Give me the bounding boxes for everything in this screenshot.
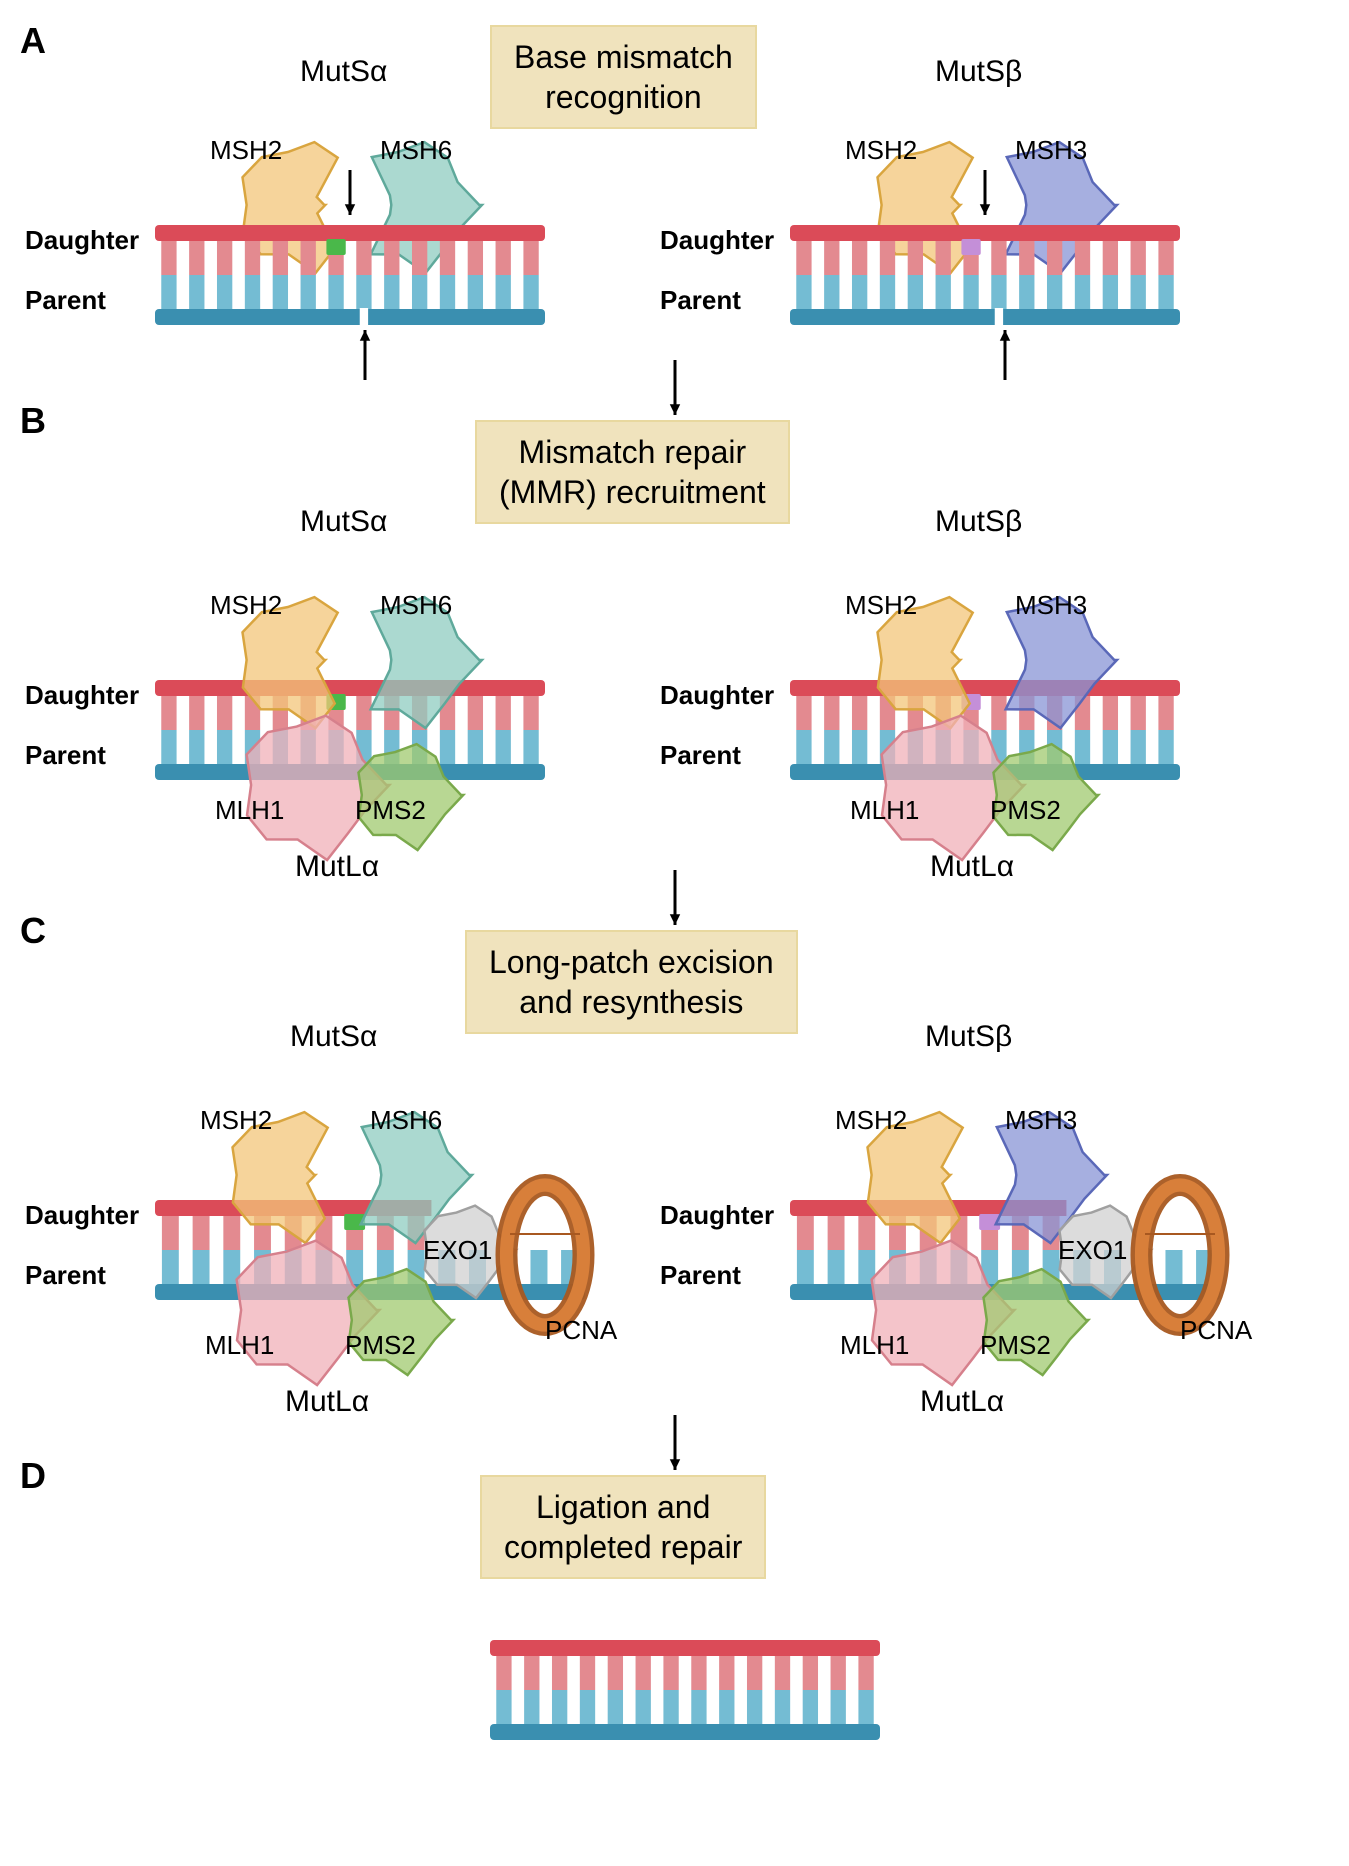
msh6-label-a: MSH6 [380, 135, 452, 166]
parent-a1: Parent [25, 285, 106, 316]
muts-partner-label-c: MSH6 [370, 1105, 442, 1136]
stage-b-title-line0: Mismatch repair [499, 432, 766, 472]
pms2-label-c: PMS2 [980, 1330, 1051, 1361]
muts-label-c: MutSβ [925, 1020, 1012, 1054]
msh2-label-a2: MSH2 [845, 135, 917, 166]
mutsa-label-b: MutSα [300, 505, 387, 539]
panel-label-a: A [20, 20, 46, 62]
msh2-label-b2: MSH2 [845, 590, 917, 621]
panel-label-b: B [20, 400, 46, 442]
mlh1-label-c: MLH1 [205, 1330, 274, 1361]
stage-c-title-line0: Long-patch excision [489, 942, 774, 982]
muts-partner-label-c: MSH3 [1005, 1105, 1077, 1136]
msh2-label-b1: MSH2 [210, 590, 282, 621]
stage-b-title-line1: (MMR) recruitment [499, 472, 766, 512]
mutsb-label-a: MutSβ [935, 55, 1022, 89]
stage-d-title-line0: Ligation and [504, 1487, 742, 1527]
mutsb-label-b: MutSβ [935, 505, 1022, 539]
pms2-label-c: PMS2 [345, 1330, 416, 1361]
stage-d-title-line1: completed repair [504, 1527, 742, 1567]
msh3-label-b: MSH3 [1015, 590, 1087, 621]
parent-b1: Parent [25, 740, 106, 771]
pcna-label-c: PCNA [1180, 1315, 1252, 1346]
stage-a-title-line0: Base mismatch [514, 37, 733, 77]
panel-label-d: D [20, 1455, 46, 1497]
stage-d-title: Ligation andcompleted repair [480, 1475, 766, 1579]
arrow-mismatch-a2 [975, 160, 995, 225]
pcna-label-c: PCNA [545, 1315, 617, 1346]
daughter-c: Daughter [660, 1200, 774, 1231]
mlh1-label-c: MLH1 [840, 1330, 909, 1361]
parent-b2: Parent [660, 740, 741, 771]
msh3-label-a: MSH3 [1015, 135, 1087, 166]
muts-label-c: MutSα [290, 1020, 377, 1054]
daughter-a1: Daughter [25, 225, 139, 256]
mutla-label-b2: MutLα [930, 850, 1014, 884]
daughter-a2: Daughter [660, 225, 774, 256]
arrow-nick-a2 [995, 320, 1015, 390]
arrow-c-to-d [665, 1405, 685, 1480]
daughter-c: Daughter [25, 1200, 139, 1231]
arrow-a-to-b [665, 350, 685, 425]
daughter-b2: Daughter [660, 680, 774, 711]
exo1-label-c: EXO1 [423, 1235, 492, 1266]
stage-c-title-line1: and resynthesis [489, 982, 774, 1022]
dna-strand [155, 225, 545, 325]
arrow-nick-a1 [355, 320, 375, 390]
mutla-label-c: MutLα [920, 1385, 1004, 1419]
msh6-label-b: MSH6 [380, 590, 452, 621]
exo1-label-c: EXO1 [1058, 1235, 1127, 1266]
pcna-ring [507, 1185, 584, 1325]
dna-strand [790, 225, 1180, 325]
pms2-label-b2: PMS2 [990, 795, 1061, 826]
pms2-label-b1: PMS2 [355, 795, 426, 826]
parent-a2: Parent [660, 285, 741, 316]
arrow-b-to-c [665, 860, 685, 935]
mlh1-label-b2: MLH1 [850, 795, 919, 826]
stage-c-title: Long-patch excisionand resynthesis [465, 930, 798, 1034]
daughter-b1: Daughter [25, 680, 139, 711]
msh2-label-c: MSH2 [835, 1105, 907, 1136]
pcna-ring [1142, 1185, 1219, 1325]
panel-label-c: C [20, 910, 46, 952]
arrow-mismatch-a1 [340, 160, 360, 225]
parent-c: Parent [660, 1260, 741, 1291]
msh2-label-c: MSH2 [200, 1105, 272, 1136]
dna-strand [490, 1640, 880, 1740]
parent-c: Parent [25, 1260, 106, 1291]
mutla-label-b1: MutLα [295, 850, 379, 884]
mlh1-label-b1: MLH1 [215, 795, 284, 826]
msh2-label-a1: MSH2 [210, 135, 282, 166]
mutsa-label-a: MutSα [300, 55, 387, 89]
mutla-label-c: MutLα [285, 1385, 369, 1419]
stage-b-title: Mismatch repair(MMR) recruitment [475, 420, 790, 524]
